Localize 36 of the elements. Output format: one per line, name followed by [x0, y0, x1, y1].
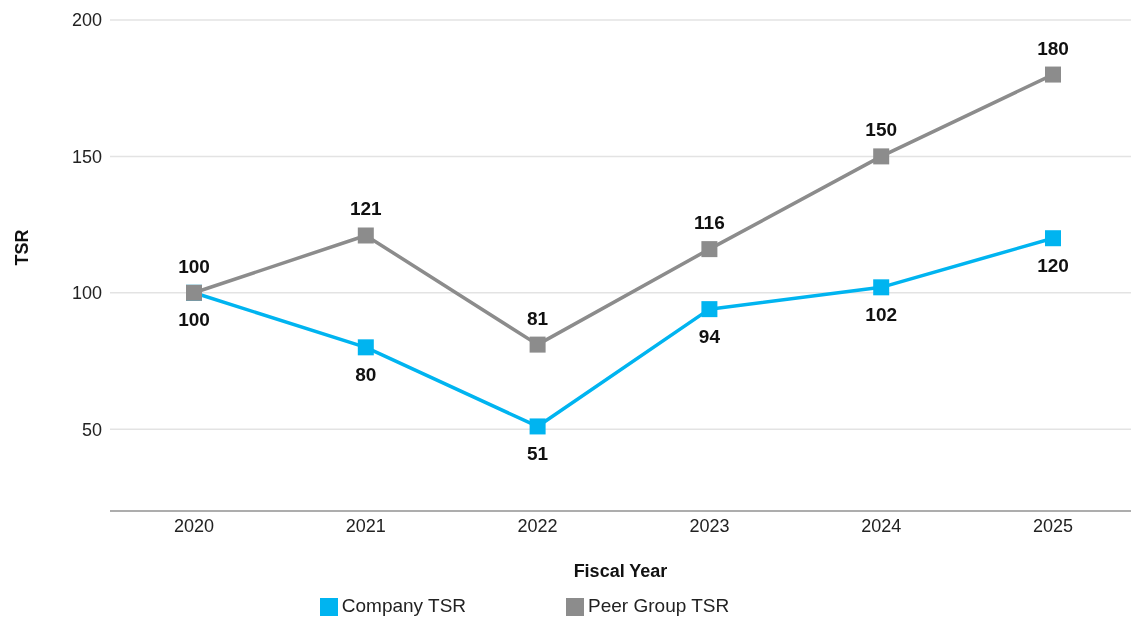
point: [701, 241, 718, 258]
data-label: 100: [178, 255, 210, 277]
y-tick-label: 200: [71, 10, 102, 31]
point: [529, 336, 546, 353]
data-label: 51: [527, 442, 549, 464]
x-tick-label: 2020: [173, 515, 215, 536]
data-label: 120: [1037, 254, 1069, 276]
x-axis-title: Fiscal Year: [573, 561, 668, 581]
data-label: 116: [694, 212, 725, 234]
x-tick-label: 2021: [345, 515, 386, 536]
data-label: 180: [1037, 37, 1069, 59]
data-label: 150: [865, 119, 898, 141]
y-axis-title: TSR: [12, 229, 33, 266]
y-tick-label: 150: [71, 146, 102, 167]
point: [1045, 230, 1061, 247]
x-tick-label: 2023: [689, 515, 730, 536]
x-tick-label: 2025: [1032, 515, 1074, 536]
data-label: 80: [355, 363, 377, 385]
x-tick-label: 2024: [861, 515, 902, 536]
legend-label: Company TSR: [341, 595, 467, 616]
x-tick-label: 2022: [517, 515, 558, 536]
point: [873, 279, 890, 296]
point: [529, 418, 546, 435]
data-label: 81: [527, 307, 549, 329]
point: [357, 339, 374, 356]
data-label: 102: [865, 303, 898, 325]
legend-label: Peer Group TSR: [588, 595, 730, 616]
y-tick-label: 100: [71, 283, 102, 304]
data-label: 94: [698, 325, 721, 347]
point: [357, 227, 374, 244]
point: [873, 148, 890, 165]
y-tick-label: 50: [81, 419, 102, 440]
point: [1045, 66, 1061, 83]
data-label: 100: [178, 309, 210, 331]
data-label: 121: [349, 198, 383, 220]
point: [701, 301, 718, 318]
